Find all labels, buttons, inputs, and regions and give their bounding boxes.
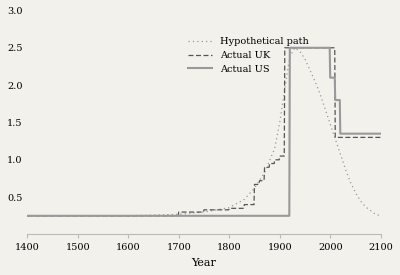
- Actual UK: [332, 46, 337, 50]
- Hypothetical path: [242, 198, 247, 201]
- Actual UK: [272, 162, 276, 165]
- Actual UK: [378, 136, 383, 139]
- Actual UK: [176, 210, 181, 214]
- Actual UK: [227, 207, 232, 210]
- Actual UK: [25, 214, 30, 218]
- Line: Actual US: Actual US: [27, 48, 381, 216]
- Actual UK: [257, 179, 262, 182]
- Hypothetical path: [333, 137, 338, 141]
- Actual UK: [257, 183, 262, 186]
- Actual UK: [282, 46, 287, 50]
- Actual UK: [262, 179, 266, 182]
- Hypothetical path: [343, 167, 348, 170]
- Actual US: [337, 98, 342, 102]
- Hypothetical path: [378, 214, 383, 218]
- Actual UK: [226, 208, 231, 211]
- Actual US: [327, 46, 332, 50]
- Hypothetical path: [272, 147, 277, 150]
- Hypothetical path: [313, 80, 318, 83]
- Actual UK: [201, 210, 206, 214]
- Hypothetical path: [176, 213, 181, 216]
- Actual UK: [267, 166, 272, 169]
- Hypothetical path: [252, 186, 257, 190]
- Actual US: [288, 46, 292, 50]
- Actual UK: [242, 203, 247, 206]
- Actual UK: [202, 208, 206, 211]
- Hypothetical path: [368, 209, 373, 212]
- Actual UK: [277, 158, 282, 161]
- Hypothetical path: [302, 57, 307, 60]
- Actual UK: [176, 214, 181, 218]
- Actual UK: [277, 155, 282, 158]
- Actual US: [332, 76, 337, 79]
- Hypothetical path: [282, 87, 287, 90]
- Hypothetical path: [363, 205, 368, 208]
- Actual UK: [328, 46, 332, 50]
- Actual UK: [252, 203, 256, 206]
- Actual US: [25, 214, 30, 218]
- Hypothetical path: [348, 181, 353, 184]
- Hypothetical path: [227, 206, 232, 209]
- Actual US: [277, 214, 282, 218]
- Actual UK: [242, 207, 246, 210]
- Actual UK: [267, 162, 272, 165]
- Hypothetical path: [318, 92, 322, 96]
- Actual US: [378, 132, 383, 135]
- Actual UK: [333, 136, 338, 139]
- Actual US: [287, 214, 292, 218]
- Actual US: [338, 132, 343, 135]
- Actual US: [328, 76, 332, 79]
- Hypothetical path: [25, 214, 30, 218]
- Actual US: [277, 214, 282, 218]
- Actual US: [333, 98, 338, 102]
- Hypothetical path: [308, 68, 312, 72]
- Hypothetical path: [262, 171, 267, 174]
- Actual UK: [288, 46, 292, 50]
- X-axis label: Year: Year: [192, 258, 216, 268]
- Actual UK: [327, 46, 332, 50]
- Hypothetical path: [353, 191, 358, 194]
- Hypothetical path: [292, 46, 297, 50]
- Actual UK: [282, 155, 287, 158]
- Hypothetical path: [323, 107, 328, 111]
- Hypothetical path: [202, 210, 206, 214]
- Line: Hypothetical path: Hypothetical path: [27, 48, 381, 216]
- Hypothetical path: [373, 213, 378, 216]
- Hypothetical path: [288, 55, 292, 58]
- Hypothetical path: [151, 213, 156, 217]
- Hypothetical path: [358, 199, 363, 202]
- Hypothetical path: [298, 50, 302, 53]
- Legend: Hypothetical path, Actual UK, Actual US: Hypothetical path, Actual UK, Actual US: [184, 33, 313, 78]
- Actual UK: [262, 166, 267, 169]
- Actual UK: [287, 46, 292, 50]
- Line: Actual UK: Actual UK: [27, 48, 381, 216]
- Hypothetical path: [126, 214, 131, 218]
- Hypothetical path: [338, 152, 343, 155]
- Actual UK: [272, 158, 277, 161]
- Hypothetical path: [75, 214, 80, 218]
- Hypothetical path: [277, 121, 282, 124]
- Hypothetical path: [328, 122, 332, 126]
- Actual UK: [252, 183, 257, 186]
